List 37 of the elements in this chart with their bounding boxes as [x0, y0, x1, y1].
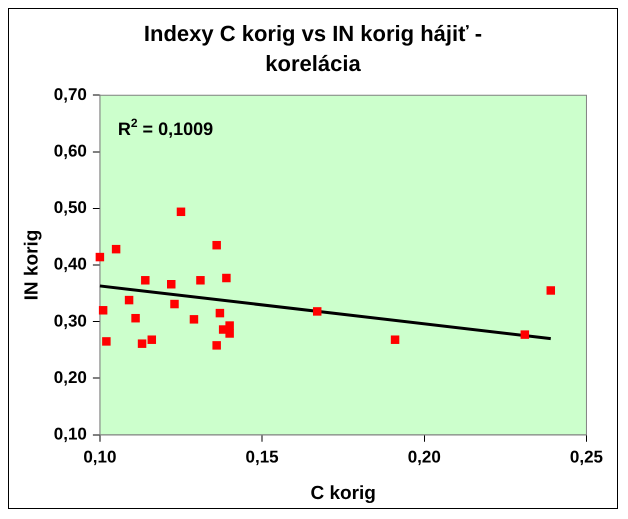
point — [312, 307, 322, 316]
point — [141, 276, 150, 285]
point — [225, 329, 234, 338]
x-tick-label: 0,20 — [408, 448, 441, 467]
point — [176, 208, 186, 216]
point — [222, 274, 231, 282]
point — [131, 314, 140, 322]
point — [190, 315, 198, 324]
y-tick-label: 0,60 — [54, 141, 87, 160]
point — [98, 306, 108, 315]
point — [112, 244, 120, 254]
x-tick-label: 0,10 — [83, 448, 116, 467]
point — [124, 296, 134, 304]
point — [196, 276, 205, 285]
point — [216, 308, 224, 318]
y-tick-label: 0,10 — [54, 424, 87, 444]
point — [212, 240, 221, 250]
x-tick-label: 0,15 — [246, 448, 279, 467]
y-tick-label: 0,50 — [54, 198, 87, 218]
x-tick-label: 0,25 — [570, 448, 604, 467]
chart-title: Indexy C korig vs IN korig hájiť - korelácia — [142, 20, 484, 78]
x-axis-title: C korig — [310, 482, 376, 504]
y-tick-label: 0,20 — [54, 368, 87, 387]
y-tick-label: 0,30 — [54, 311, 87, 330]
point — [96, 252, 104, 262]
point — [546, 286, 556, 295]
point — [520, 330, 530, 339]
point — [390, 335, 400, 344]
point — [170, 300, 179, 308]
point — [148, 335, 156, 344]
y-tick-label: 0,40 — [54, 254, 87, 274]
y-axis-title: IN korig — [22, 230, 43, 300]
point — [138, 339, 146, 348]
point — [167, 280, 176, 288]
point — [212, 341, 221, 350]
y-tick-label: 0,70 — [54, 84, 87, 104]
point — [102, 337, 111, 346]
